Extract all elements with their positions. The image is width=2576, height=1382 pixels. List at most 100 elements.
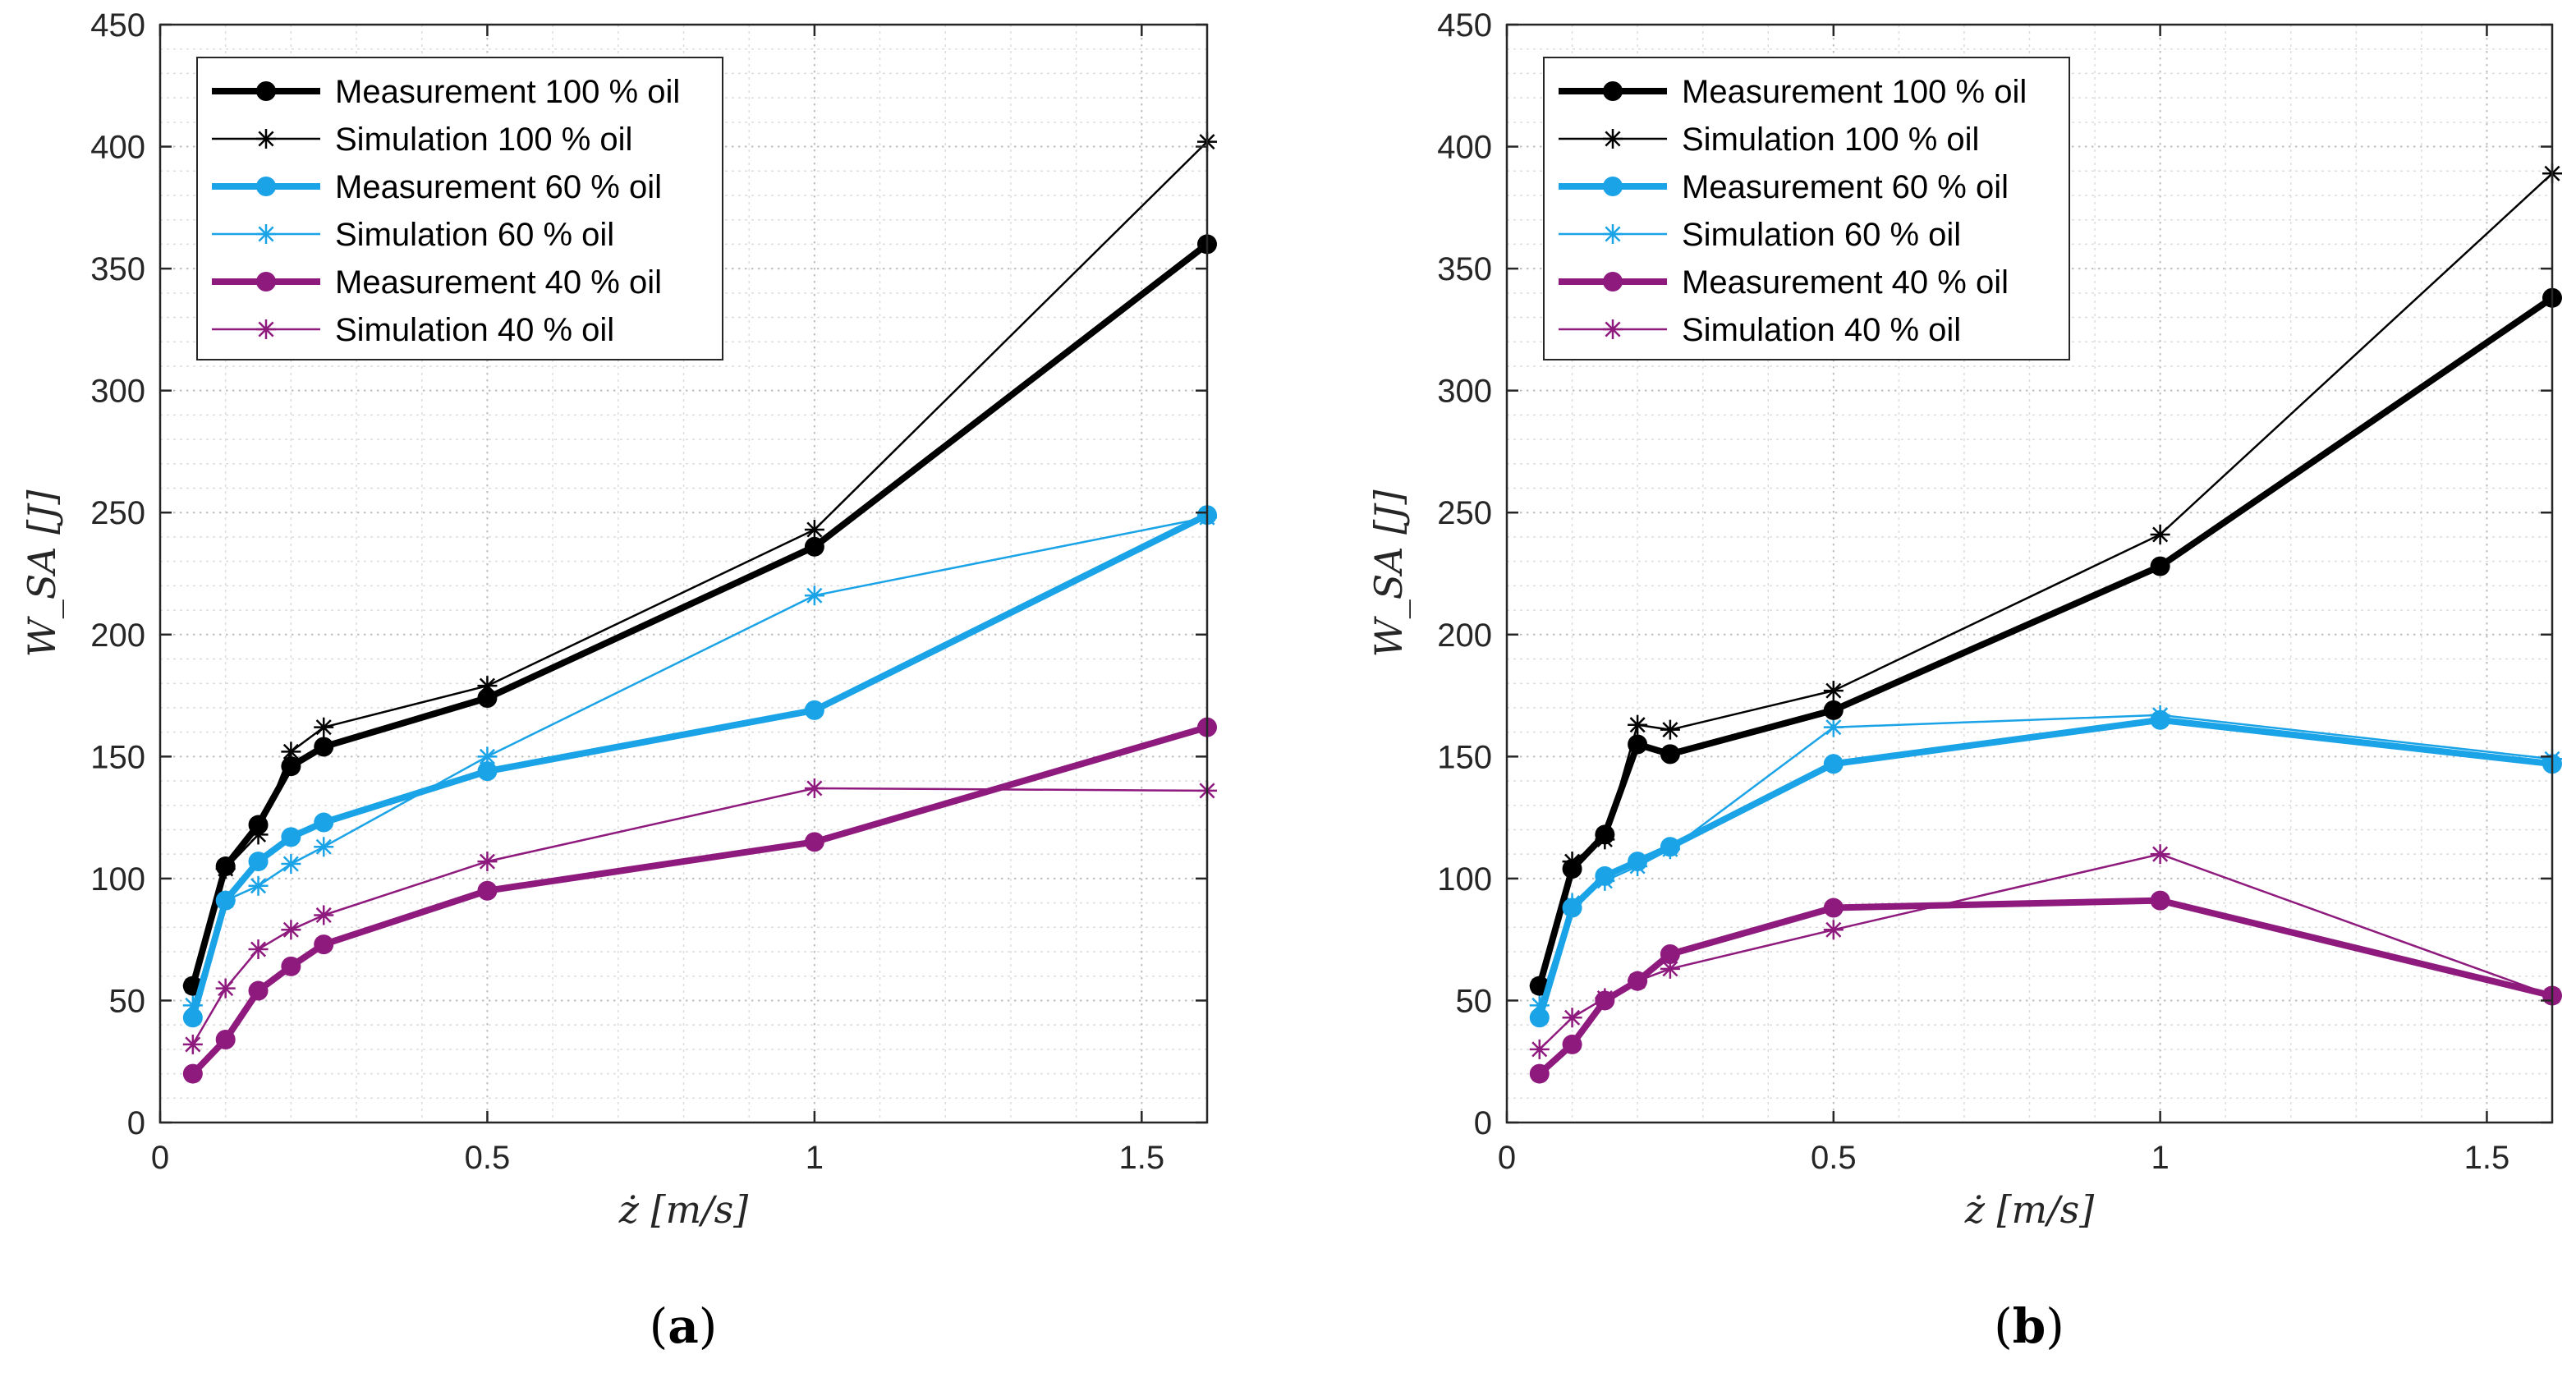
y-tick-label: 400 (90, 130, 145, 166)
data-point (248, 980, 269, 1001)
marker-stroke (1662, 961, 1678, 977)
y-tick-label: 450 (90, 7, 145, 44)
data-point (2150, 709, 2170, 730)
legend-box (196, 57, 723, 360)
data-point (248, 939, 269, 960)
panel-a-legend: Measurement 100 % oil Simulation 100 % oi… (196, 57, 723, 360)
data-point (804, 536, 824, 557)
x-tick-label: 1.5 (1119, 1140, 1165, 1176)
marker-stroke (315, 719, 332, 736)
data-point (804, 832, 824, 852)
data-point (314, 737, 334, 757)
legend-marker (256, 81, 276, 101)
series-line (1538, 852, 2553, 1050)
legend-marker (1603, 319, 1623, 339)
data-point (215, 978, 236, 999)
data-point (182, 1063, 203, 1084)
data-point (281, 827, 301, 847)
data-point (1823, 681, 1844, 701)
y-tick-label: 50 (109, 983, 146, 1019)
y-tick-label: 100 (90, 861, 145, 898)
x-tick-label: 1 (2151, 1140, 2170, 1176)
data-point (2150, 524, 2170, 544)
y-tick-label: 150 (1437, 739, 1492, 775)
panel-a-y-axis-label: W_SA [J] (20, 489, 64, 657)
marker-stroke (1662, 722, 1678, 738)
data-point (1595, 824, 1615, 845)
marker-stroke (806, 521, 823, 538)
data-point (2150, 844, 2170, 865)
data-point (1562, 1008, 1582, 1028)
legend-label: Measurement 40 % oil (1682, 264, 2009, 301)
data-point (804, 585, 824, 606)
y-tick-label: 0 (127, 1105, 145, 1141)
series-measurement-40-oil (182, 717, 1217, 1084)
marker-stroke (218, 980, 234, 997)
legend-item: Simulation 40 % oil (212, 312, 614, 348)
marker-stroke (258, 226, 274, 242)
legend-item: Simulation 60 % oil (212, 217, 614, 253)
legend-label: Simulation 100 % oil (335, 122, 632, 158)
data-point (281, 756, 301, 777)
legend-label: Measurement 60 % oil (335, 169, 662, 205)
marker-stroke (479, 853, 495, 870)
data-point (1529, 1063, 1550, 1084)
marker-stroke (2152, 526, 2169, 543)
series-simulation-100-oil (1529, 163, 2562, 996)
data-point (248, 875, 269, 896)
data-point (1595, 990, 1615, 1011)
series-measurement-60-oil (1529, 709, 2562, 1028)
legend-label: Measurement 100 % oil (335, 74, 680, 110)
x-tick-label: 0.5 (465, 1140, 511, 1176)
data-point (1660, 744, 1680, 764)
data-point (477, 880, 498, 901)
data-point (1628, 734, 1648, 755)
data-point (1628, 852, 1648, 872)
data-point (1562, 1034, 1582, 1054)
axes-box (158, 23, 1209, 1124)
marker-stroke (315, 907, 332, 923)
data-point (1823, 717, 1844, 737)
legend-item: Simulation 60 % oil (1559, 217, 1961, 253)
data-point (477, 688, 498, 709)
marker-stroke (1531, 1041, 1548, 1058)
legend-item: Measurement 100 % oil (212, 74, 680, 110)
marker-stroke (258, 321, 274, 337)
data-point (1529, 1039, 1550, 1059)
marker-stroke (250, 941, 267, 957)
legend-marker (1603, 177, 1623, 196)
data-point (281, 854, 301, 875)
marker-stroke (315, 838, 332, 855)
legend-marker (1603, 272, 1623, 292)
legend-marker (256, 272, 276, 292)
marker-stroke (479, 748, 495, 764)
x-tick-label: 1 (806, 1140, 824, 1176)
legend-item: Measurement 100 % oil (1559, 74, 2027, 110)
data-point (182, 1008, 203, 1028)
marker-stroke (258, 131, 274, 147)
marker-stroke (1564, 1009, 1581, 1026)
data-point (1529, 1008, 1550, 1028)
data-point (804, 778, 824, 798)
y-tick-label: 400 (1437, 130, 1492, 166)
series-line (1538, 172, 2553, 986)
data-point (1562, 859, 1582, 879)
data-point (215, 1029, 236, 1049)
marker-stroke (185, 1036, 201, 1053)
data-point (2150, 556, 2170, 576)
data-point (314, 837, 334, 857)
panel-b-legend: Measurement 100 % oil Simulation 100 % oi… (1543, 57, 2070, 360)
marker-stroke (250, 878, 267, 894)
data-point (1823, 700, 1844, 720)
axes-box (1505, 23, 2554, 1124)
legend-item: Simulation 100 % oil (212, 122, 632, 158)
series-measurement-100-oil (1529, 287, 2562, 996)
legend-item: Simulation 100 % oil (1559, 122, 1979, 158)
legend-label: Simulation 60 % oil (335, 217, 614, 253)
data-point (2150, 890, 2170, 911)
panel-a-label: (a) (650, 1298, 718, 1354)
marker-stroke (806, 587, 823, 604)
legend-marker (256, 224, 276, 244)
legend-label: Simulation 40 % oil (1682, 312, 1961, 348)
